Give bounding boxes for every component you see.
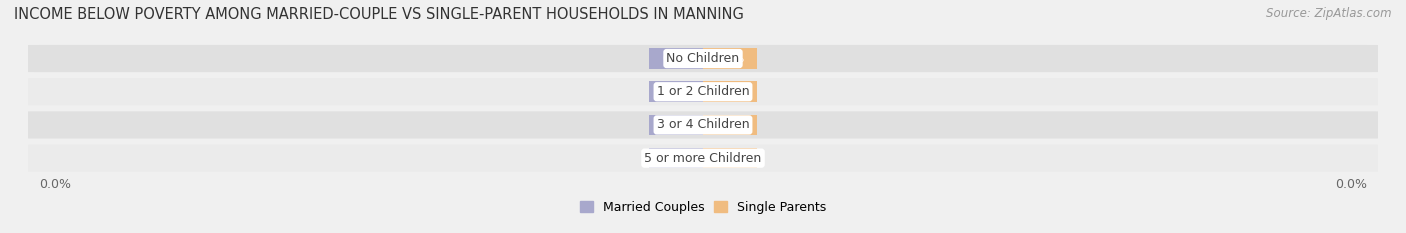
Legend: Married Couples, Single Parents: Married Couples, Single Parents	[575, 196, 831, 219]
Bar	[650, 115, 703, 135]
Text: 0.0%: 0.0%	[662, 54, 690, 64]
Text: 0.0%: 0.0%	[716, 54, 744, 64]
Bar	[703, 115, 756, 135]
Bar	[703, 48, 756, 69]
Bar	[650, 82, 703, 102]
Text: 0.0%: 0.0%	[716, 153, 744, 163]
Bar	[703, 82, 756, 102]
FancyBboxPatch shape	[14, 144, 1392, 172]
Text: 0.0%: 0.0%	[716, 120, 744, 130]
FancyBboxPatch shape	[14, 111, 1392, 139]
Text: Source: ZipAtlas.com: Source: ZipAtlas.com	[1267, 7, 1392, 20]
Text: 0.0%: 0.0%	[662, 120, 690, 130]
Bar	[703, 148, 756, 168]
Bar	[650, 48, 703, 69]
Text: 0.0%: 0.0%	[662, 87, 690, 97]
Text: 0.0%: 0.0%	[716, 87, 744, 97]
FancyBboxPatch shape	[14, 78, 1392, 105]
Text: 0.0%: 0.0%	[662, 153, 690, 163]
Bar	[650, 148, 703, 168]
FancyBboxPatch shape	[14, 45, 1392, 72]
Text: INCOME BELOW POVERTY AMONG MARRIED-COUPLE VS SINGLE-PARENT HOUSEHOLDS IN MANNING: INCOME BELOW POVERTY AMONG MARRIED-COUPL…	[14, 7, 744, 22]
Text: No Children: No Children	[666, 52, 740, 65]
Text: 3 or 4 Children: 3 or 4 Children	[657, 118, 749, 131]
Text: 5 or more Children: 5 or more Children	[644, 152, 762, 165]
Text: 1 or 2 Children: 1 or 2 Children	[657, 85, 749, 98]
